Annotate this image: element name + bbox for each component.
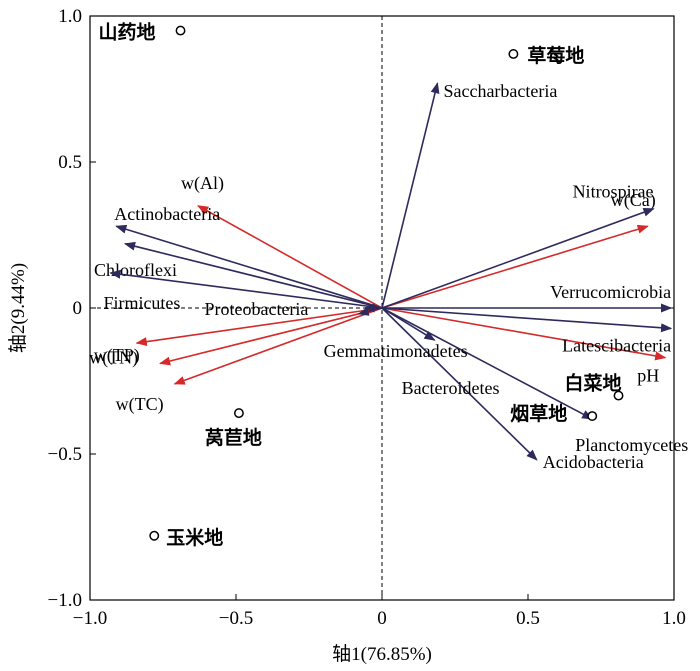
y-axis-ticks: −1.0 −0.5 0 0.5 1.0: [48, 6, 96, 611]
site-point: [613, 390, 624, 401]
site-point: [508, 49, 519, 59]
site-label: 草莓地: [527, 44, 584, 67]
taxa-vector-label: Firmicutes: [103, 293, 180, 313]
env-vector-arrow: [135, 307, 383, 347]
env-vector-label: pH: [637, 366, 659, 386]
taxa-vector-arrow: [109, 269, 383, 309]
env-vector-arrow: [381, 224, 649, 309]
x-tick-label: −1.0: [73, 608, 107, 629]
x-tick-label: 1.0: [662, 608, 686, 629]
env-vector-label: w(Ca): [611, 190, 656, 211]
x-tick-label: 0: [377, 608, 387, 629]
site-label: 玉米地: [166, 526, 223, 549]
taxa-vector-arrow: [115, 224, 383, 309]
x-axis-title: 轴1(76.85%): [332, 643, 432, 665]
env-vector-label: w(TC): [116, 394, 164, 415]
y-tick-label: 0: [73, 298, 83, 319]
site-point: [233, 408, 244, 419]
y-tick-label: 1.0: [58, 6, 82, 27]
x-tick-label: −0.5: [219, 608, 253, 629]
y-axis-title: 轴2(9.44%): [7, 263, 29, 353]
taxa-vector-label: Actinobacteria: [114, 204, 220, 224]
environment-vectors: w(Al) w(Ca) pH w(TP)w(TN) w(TC): [89, 173, 667, 415]
env-vector-label: w(TP): [94, 345, 140, 366]
taxa-vector-label: Bacteroidetes: [402, 378, 500, 398]
site-label: 白菜地: [565, 372, 622, 395]
taxa-vector-label: Verrucomicrobia: [550, 282, 671, 302]
taxa-vector-arrow: [381, 307, 594, 420]
site-point: [587, 411, 598, 421]
taxa-vector-label: Gemmatimonadetes: [324, 341, 468, 361]
taxa-vector-arrow: [123, 241, 383, 309]
taxa-vector-label: Planctomycetes: [575, 435, 688, 455]
site-label: 烟草地: [510, 402, 567, 425]
y-tick-label: −1.0: [48, 590, 82, 611]
taxa-vector-label: Nitrospirae: [573, 182, 654, 202]
taxa-vector-label: Proteobacteria: [204, 299, 308, 319]
y-tick-label: −0.5: [48, 444, 82, 465]
env-vector-arrow: [197, 205, 383, 309]
taxa-vector-label: Acidobacteria: [543, 452, 644, 472]
env-vector-label: w(TN): [89, 347, 138, 368]
site-point: [175, 25, 186, 36]
taxa-vector-arrow: [381, 307, 538, 461]
env-vector-arrow: [158, 307, 383, 366]
site-label: 莴苣地: [205, 426, 262, 449]
env-vector-arrow: [173, 307, 383, 385]
y-tick-label: 0.5: [58, 152, 82, 173]
taxa-vector-label: Saccharbacteria: [443, 81, 557, 101]
taxa-vector-arrow: [381, 207, 655, 309]
taxa-vector-label: Latescibacteria: [562, 335, 671, 355]
taxa-vector-arrow: [381, 82, 440, 309]
site-point: [149, 530, 160, 541]
taxa-vectors: Saccharbacteria Nitrospirae Verrucomicrobi…: [94, 81, 688, 472]
taxa-vector-arrow: [381, 307, 436, 341]
taxa-vector-arrow: [381, 307, 673, 333]
x-tick-label: 0.5: [516, 608, 540, 629]
site-label: 山药地: [99, 21, 156, 44]
env-vector-label: w(Al): [181, 173, 224, 194]
env-vector-arrow: [381, 307, 667, 361]
x-axis-ticks: −1.0 −0.5 0 0.5 1.0: [73, 594, 686, 629]
